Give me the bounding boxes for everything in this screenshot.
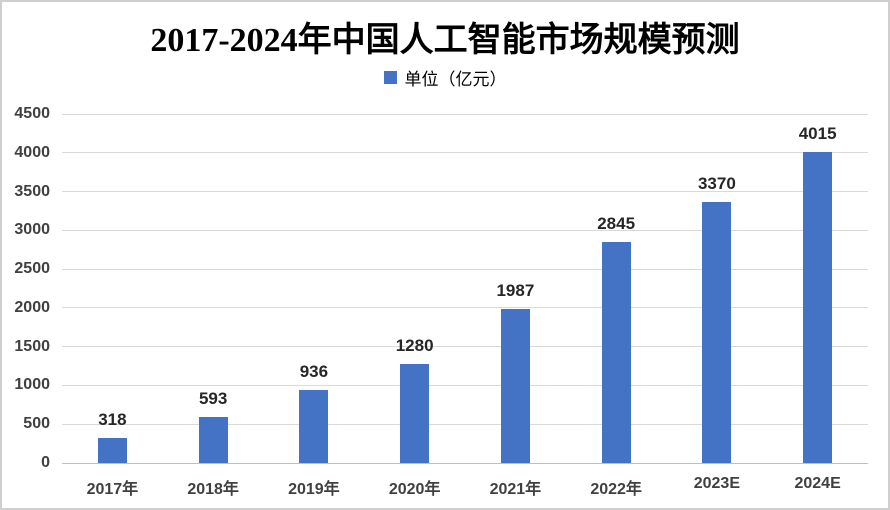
- x-axis-baseline: [62, 462, 868, 464]
- y-axis-tick-label: 4000: [14, 143, 50, 161]
- bar-value-label: 1987: [496, 281, 535, 300]
- y-axis-tick-label: 3500: [14, 182, 50, 200]
- bar-value-label: 2845: [597, 214, 636, 233]
- gridline: [62, 346, 868, 348]
- bar-2024E: [803, 152, 833, 463]
- x-axis-tick-label: 2018年: [187, 481, 239, 498]
- gridline: [62, 268, 868, 270]
- bar-value-label: 936: [299, 362, 329, 381]
- gridline: [62, 113, 868, 115]
- x-axis-tick-label: 2024E: [794, 475, 841, 492]
- y-axis-tick-label: 2000: [14, 298, 50, 316]
- bar-2018年: [198, 417, 228, 463]
- gridline: [62, 191, 868, 193]
- y-axis-tick-label: 2500: [14, 260, 50, 278]
- gridline: [62, 307, 868, 309]
- bar-2017年: [97, 438, 127, 463]
- bar-value-label: 4015: [798, 124, 837, 143]
- legend: 单位（亿元）: [2, 65, 888, 90]
- bar-2022年: [601, 242, 631, 463]
- bar-value-label: 318: [98, 410, 127, 429]
- x-axis-tick-label: 2019年: [288, 481, 340, 498]
- bar-2020年: [400, 364, 430, 463]
- gridline: [62, 229, 868, 231]
- bar-2021年: [500, 309, 530, 463]
- y-axis-tick-label: 3000: [14, 221, 50, 239]
- bar-value-label: 3370: [697, 174, 736, 193]
- gridline: [62, 152, 868, 154]
- y-axis-tick-label: 500: [23, 415, 50, 433]
- plot-area: 318 593 936 1280 1987 2845 3370 4015: [62, 113, 868, 464]
- x-axis-tick-label: 2023E: [693, 475, 740, 492]
- bar-value-label: 1280: [395, 336, 434, 355]
- chart-title: 2017-2024年中国人工智能市场规模预测: [150, 22, 740, 59]
- legend-label: 单位（亿元）: [404, 70, 507, 89]
- bar-2019年: [299, 390, 329, 463]
- gridline: [62, 423, 868, 425]
- bar-value-label: 593: [198, 389, 228, 408]
- x-axis-tick-label: 2017年: [86, 481, 139, 498]
- legend-swatch-icon: [383, 71, 397, 84]
- y-axis-tick-label: 1000: [14, 376, 50, 394]
- bar-2023E: [702, 202, 732, 463]
- x-axis-tick-label: 2022年: [590, 481, 642, 498]
- y-axis-tick-label: 1500: [14, 337, 50, 355]
- y-axis-tick-label: 0: [41, 454, 50, 471]
- y-axis-tick-label: 4500: [14, 105, 50, 122]
- x-axis-tick-label: 2021年: [489, 481, 542, 498]
- x-axis-tick-label: 2020年: [388, 481, 441, 498]
- gridline: [62, 384, 868, 386]
